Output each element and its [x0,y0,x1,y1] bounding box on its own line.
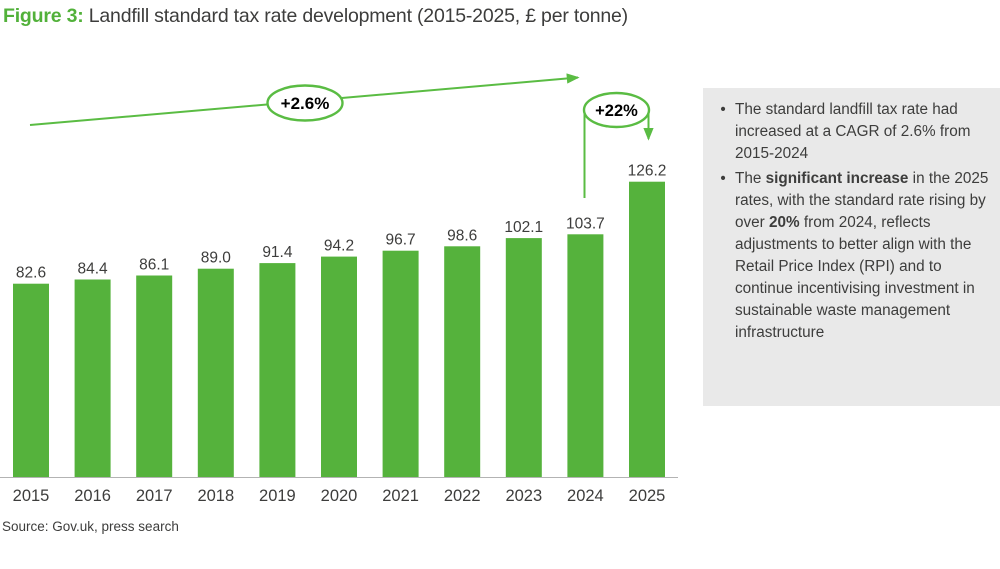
bar-value-label: 89.0 [201,250,232,267]
bullet-dot-icon: • [720,170,726,187]
bullet-dot-icon: • [720,101,726,118]
bar-value-label: 91.4 [262,244,293,261]
commentary-list: • The standard landfill tax rate had incr… [711,99,990,344]
x-tick-label: 2016 [74,487,111,505]
bar-value-label: 103.7 [566,215,605,232]
bar-value-label: 86.1 [139,257,169,274]
x-tick-label: 2015 [13,487,50,505]
x-tick-label: 2022 [444,487,481,505]
bar-value-label: 96.7 [386,232,416,249]
bar-2015 [13,283,49,477]
figure-title-text: Landfill standard tax rate development (… [83,5,628,27]
bar-2025 [629,181,665,477]
x-tick-label: 2019 [259,487,296,505]
cagr-badge-label: +2.6% [281,94,330,113]
bar-2019 [259,263,296,477]
bar-2021 [382,250,419,477]
bullet-text: The significant increase in the 2025 rat… [735,170,989,341]
x-tick-label: 2020 [321,487,358,505]
bar-2018 [197,268,234,477]
x-tick-label: 2021 [382,487,419,505]
commentary-bullet: • The standard landfill tax rate had incr… [711,99,990,165]
bar-value-label: 102.1 [504,219,543,236]
bar-value-label: 82.6 [16,265,46,282]
increase-badge-label: +22% [595,102,638,120]
bar-value-label: 84.4 [78,261,109,278]
x-tick-label: 2025 [629,487,666,505]
x-tick-label: 2018 [197,487,234,505]
bar-2022 [444,246,481,477]
bullet-text: The standard landfill tax rate had incre… [735,101,971,162]
bar-2020 [321,256,357,477]
commentary-bullet: • The significant increase in the 2025 ra… [711,168,990,344]
source-note: Source: Gov.uk, press search [2,519,179,534]
x-tick-label: 2017 [136,487,173,505]
bar-value-label: 98.6 [447,227,477,244]
commentary-panel: • The standard landfill tax rate had incr… [703,88,1000,406]
increase-badge [582,91,651,129]
bar-value-label: 94.2 [324,238,354,255]
cagr-badge [266,84,344,122]
figure-number-label: Figure 3: [3,5,84,27]
bar-2016 [74,279,111,477]
x-tick-label: 2024 [567,487,604,505]
bar-2024 [567,234,604,477]
x-tick-label: 2023 [505,487,542,505]
bar-2023 [505,238,542,477]
figure-title: Figure 3: Landfill standard tax rate dev… [3,5,628,28]
bar-value-label: 126.2 [628,163,667,180]
bar-2017 [136,275,173,477]
